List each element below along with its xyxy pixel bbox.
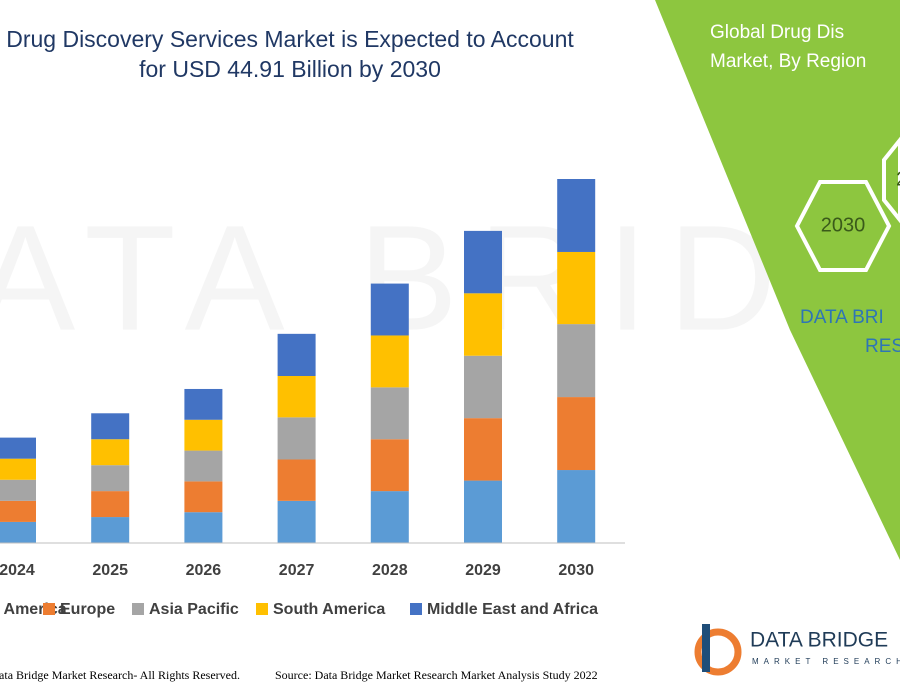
- bar-segment: [370, 491, 409, 543]
- x-tick-label: 2026: [186, 562, 222, 579]
- bar-segment: [557, 397, 596, 471]
- bar-segment: [464, 293, 502, 356]
- bar-segment: [0, 458, 36, 480]
- bar-segment: [277, 375, 316, 418]
- x-tick-label: 2024: [0, 562, 35, 579]
- hexagon: [882, 136, 900, 224]
- legend-swatch: [43, 603, 55, 615]
- bar-segment: [184, 419, 223, 451]
- legend-swatch: [132, 603, 144, 615]
- bar-segment: [0, 479, 36, 501]
- bar-segment: [464, 355, 502, 419]
- x-tick-label: 2028: [372, 562, 408, 579]
- bar-segment: [370, 439, 409, 492]
- bar-segment: [557, 470, 596, 543]
- x-tick-label: 2029: [465, 562, 501, 579]
- legend-label: South America: [273, 601, 385, 618]
- bar-segment: [277, 500, 316, 543]
- hexagon-label: 2: [896, 168, 900, 190]
- legend-label: Asia Pacific: [149, 601, 239, 618]
- panel-title: Market, By Region: [710, 51, 866, 72]
- bar-segment: [0, 437, 36, 459]
- logo-name: DATA BRIDGE: [750, 629, 888, 652]
- side-panel: [655, 0, 900, 560]
- bar-segment: [464, 418, 502, 481]
- x-tick-label: 2027: [279, 562, 315, 579]
- hexagon: [794, 180, 892, 272]
- bar-segment: [557, 324, 596, 398]
- bar-segment: [277, 333, 316, 376]
- bar-segment: [91, 413, 130, 440]
- hexagon-label: 2030: [821, 214, 866, 236]
- logo: DATA BRIDGE MARKET RESEARCH: [694, 624, 900, 676]
- bar-segment: [277, 417, 316, 460]
- bar-segment: [370, 335, 409, 388]
- bar-segment: [184, 388, 223, 420]
- logo-icon: [694, 628, 742, 676]
- legend-label: Europe: [60, 601, 115, 618]
- legend-label: North America: [0, 601, 67, 618]
- bar-segment: [464, 230, 502, 294]
- bar-segment: [91, 517, 130, 543]
- bar-segment: [91, 439, 130, 466]
- bar-segment: [184, 450, 223, 482]
- panel-brand: DATA BRI: [800, 307, 884, 328]
- bar-segment: [464, 480, 502, 543]
- legend-label: Middle East and Africa: [427, 601, 598, 618]
- logo-tagline: MARKET RESEARCH: [752, 657, 900, 666]
- bar-segment: [91, 465, 130, 492]
- bar-segment: [0, 521, 36, 543]
- chart-title: Drug Discovery Services Market is Expect…: [6, 26, 574, 82]
- legend-swatch: [256, 603, 268, 615]
- panel-brand: RES: [865, 336, 900, 357]
- logo-icon: [702, 624, 710, 672]
- legend-swatch: [410, 603, 422, 615]
- bar-segment: [184, 512, 223, 543]
- bar-segment: [184, 481, 223, 513]
- bar-segment: [0, 500, 36, 522]
- bar-segment: [557, 251, 596, 325]
- bar-segment: [277, 459, 316, 501]
- source: Source: Data Bridge Market Research Mark…: [275, 668, 598, 682]
- bar-segment: [370, 387, 409, 440]
- x-tick-label: 2030: [558, 562, 594, 579]
- bar-segment: [557, 179, 596, 252]
- copyright: Data Bridge Market Research- All Rights …: [0, 668, 240, 682]
- panel-title: Global Drug Dis: [710, 22, 844, 43]
- bar-segment: [91, 491, 130, 518]
- x-tick-label: 2025: [92, 562, 128, 579]
- bar-segment: [370, 283, 409, 336]
